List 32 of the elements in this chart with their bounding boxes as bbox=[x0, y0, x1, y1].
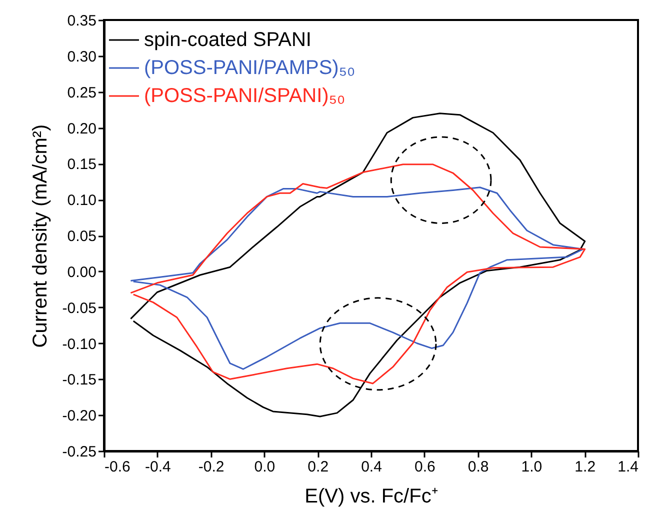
y-tick-label: 0.30 bbox=[67, 48, 96, 66]
y-tick-label: -0.15 bbox=[62, 372, 96, 389]
x-tick-label: 0.2 bbox=[308, 458, 329, 476]
x-tick-label: 1.0 bbox=[521, 458, 542, 476]
y-tick-label: -0.20 bbox=[62, 408, 96, 425]
legend-label: spin-coated SPANI bbox=[144, 29, 312, 51]
legend-label: (POSS-PANI/SPANI)₅₀ bbox=[144, 85, 346, 107]
y-tick-label: -0.05 bbox=[62, 300, 96, 317]
x-tick-label: 1.4 bbox=[618, 458, 638, 476]
x-tick-label: 0.8 bbox=[468, 458, 489, 476]
y-tick-label: 0.35 bbox=[67, 12, 96, 30]
legend-label: (POSS-PANI/PAMPS)₅₀ bbox=[144, 57, 356, 79]
x-tick-label: 0.4 bbox=[361, 458, 382, 476]
line-series bbox=[130, 112, 586, 418]
y-tick-label: 0.15 bbox=[67, 156, 96, 174]
line-series bbox=[130, 186, 584, 370]
x-tick-label: 1.2 bbox=[574, 458, 596, 476]
x-tick-label: -0.6 bbox=[104, 458, 130, 476]
x-tick-label: 0.6 bbox=[414, 458, 436, 476]
x-tick-label: -0.2 bbox=[198, 458, 224, 476]
x-tick-label: 0.0 bbox=[254, 458, 276, 476]
y-tick-label: -0.10 bbox=[62, 336, 96, 353]
line-series bbox=[130, 164, 586, 384]
y-axis-title: Current density (mA/cm²) bbox=[29, 124, 52, 348]
y-tick-label: -0.25 bbox=[62, 444, 96, 460]
y-tick-label: 0.25 bbox=[67, 84, 96, 102]
x-tick-label: -0.4 bbox=[144, 458, 171, 476]
x-axis-title: E(V) vs. Fc/Fc⁺ bbox=[304, 486, 438, 508]
y-tick-label: 0.10 bbox=[67, 192, 96, 210]
y-tick-label: 0.20 bbox=[67, 120, 96, 138]
y-tick-label: 0.00 bbox=[67, 264, 96, 281]
y-tick-label: 0.05 bbox=[67, 228, 96, 245]
